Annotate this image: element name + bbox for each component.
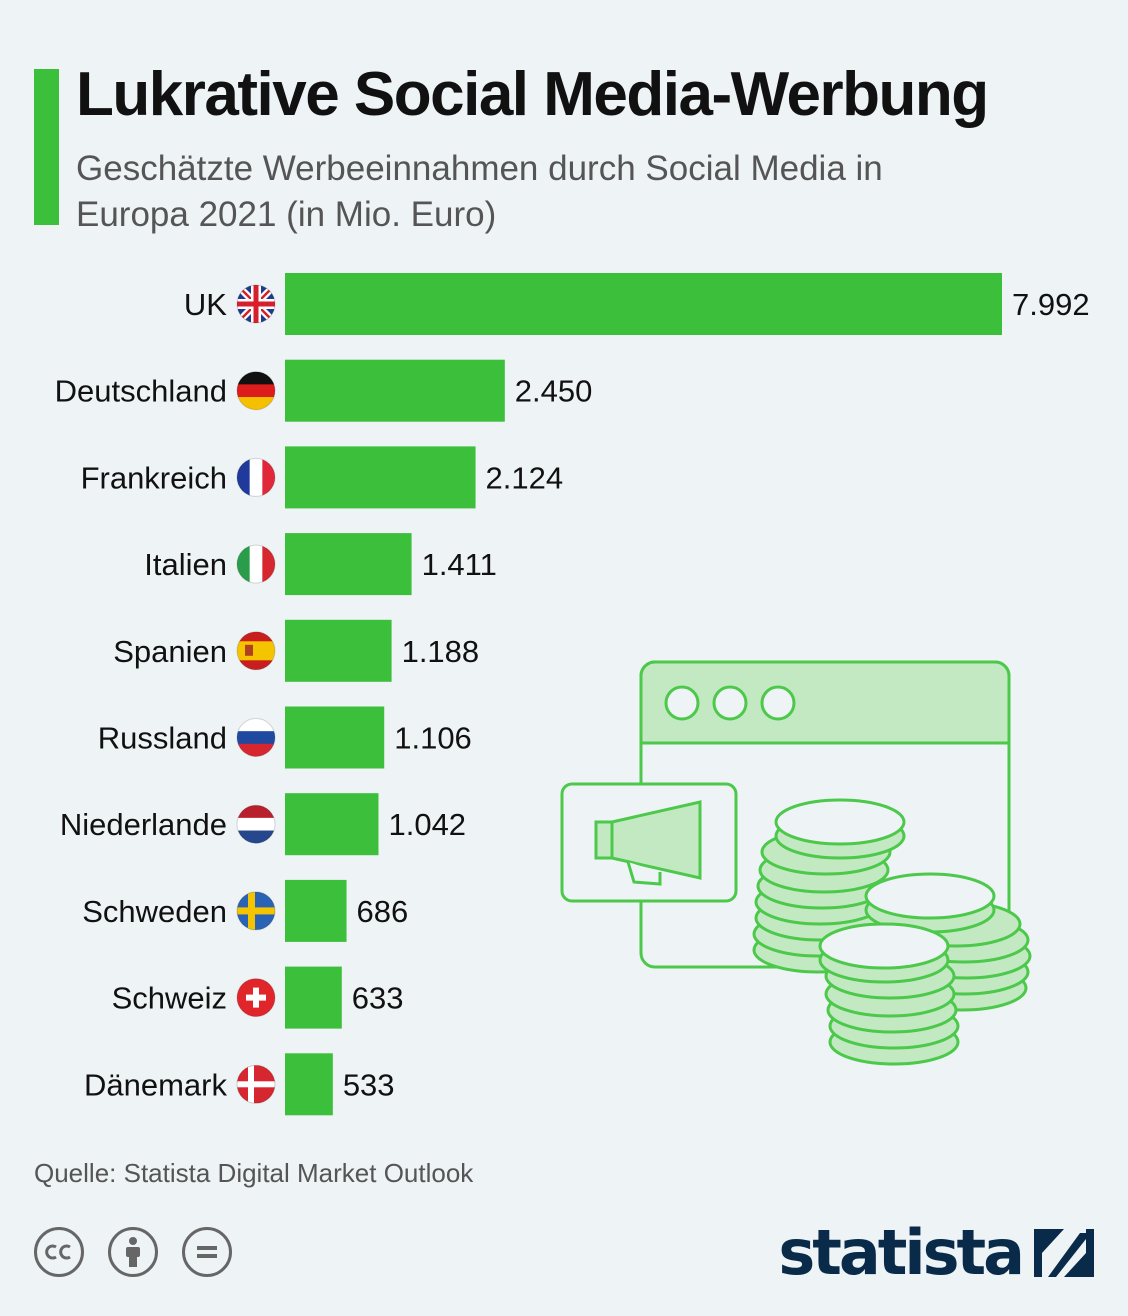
value-label: 1.188 [402, 634, 480, 669]
category-label: Schweiz [112, 981, 227, 1016]
value-label: 633 [352, 981, 404, 1016]
accent-bar [34, 69, 59, 225]
value-label: 2.124 [486, 460, 564, 495]
bar [285, 619, 392, 682]
statista-mark-icon [1034, 1229, 1094, 1277]
bar [285, 533, 412, 596]
sweden-flag-icon [236, 891, 276, 931]
bar [285, 359, 505, 422]
advertising-money-illustration [560, 660, 1032, 1066]
category-label: Russland [98, 721, 227, 756]
uk-flag-icon [236, 284, 276, 324]
bar [285, 966, 342, 1029]
spain-flag-icon [236, 631, 276, 671]
category-label: Spanien [113, 634, 227, 669]
page-title: Lukrative Social Media-Werbung [76, 60, 989, 129]
attribution-icon[interactable] [108, 1227, 158, 1277]
category-label: Schweden [82, 894, 227, 929]
denmark-flag-icon [236, 1064, 276, 1104]
category-label: UK [184, 287, 227, 322]
source-note: Quelle: Statista Digital Market Outlook [34, 1158, 474, 1188]
page-subtitle: Geschätzte Werbeeinnahmen durch Social M… [76, 149, 883, 234]
bar [285, 706, 385, 769]
bar [285, 273, 1002, 335]
coin-stack-icon [818, 922, 960, 1066]
value-label: 7.992 [1012, 287, 1090, 322]
value-label: 686 [357, 894, 409, 929]
category-label: Dänemark [84, 1067, 227, 1102]
brand-name: statista [778, 1216, 1025, 1289]
bar [285, 1053, 333, 1116]
bar [285, 446, 476, 509]
value-label: 2.450 [515, 374, 593, 409]
value-label: 1.106 [394, 721, 472, 756]
italy-flag-icon [236, 544, 276, 584]
russia-flag-icon [236, 718, 276, 757]
switzerland-flag-icon [236, 978, 276, 1018]
value-label: 533 [343, 1067, 395, 1102]
germany-flag-icon [236, 371, 276, 411]
statista-logo: statista [778, 1218, 1094, 1288]
value-label: 1.411 [422, 547, 497, 582]
value-label: 1.042 [388, 807, 466, 842]
bar [285, 879, 347, 942]
no-derivatives-icon[interactable] [182, 1227, 232, 1277]
france-flag-icon [236, 457, 276, 497]
bar [285, 793, 379, 856]
megaphone-icon [594, 800, 702, 886]
category-label: Deutschland [55, 374, 227, 409]
category-label: Italien [144, 547, 227, 582]
bar-chart: UK 7.992 Deutschland 2.450 Frankreich 2.124 It… [55, 273, 1090, 1116]
category-label: Niederlande [60, 807, 227, 842]
license-icons [34, 1227, 232, 1283]
netherlands-flag-icon [236, 804, 276, 844]
cc-icon[interactable] [34, 1227, 84, 1277]
category-label: Frankreich [81, 460, 227, 495]
